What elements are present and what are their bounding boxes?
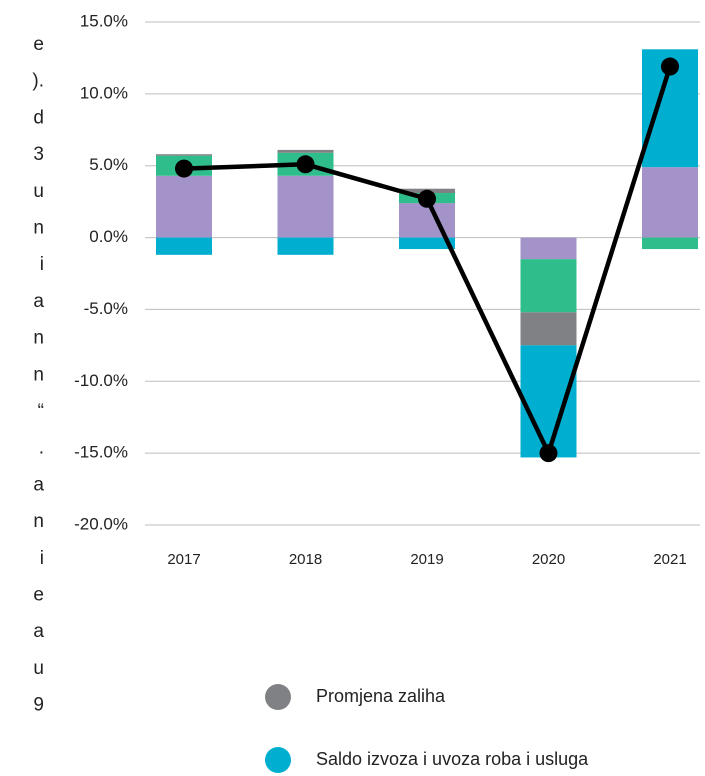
side-text: u [33, 658, 44, 679]
legend-swatch [265, 747, 291, 773]
legend-swatch [265, 684, 291, 710]
bar-segment [399, 203, 455, 238]
x-tick-label: 2018 [289, 551, 322, 568]
x-tick-label: 2019 [410, 551, 443, 568]
side-text: a [33, 474, 44, 495]
bar-segment [520, 259, 577, 313]
y-tick-label: 15.0% [80, 11, 128, 30]
side-text: ). [32, 71, 44, 92]
y-tick-label: -15.0% [74, 443, 128, 462]
side-text: i [40, 548, 44, 569]
x-tick-label: 2020 [532, 551, 565, 568]
side-text: 3 [33, 144, 44, 165]
side-text: d [33, 107, 44, 128]
side-text: . [39, 438, 44, 459]
side-text: n [33, 364, 44, 385]
line [183, 65, 673, 456]
side-text: e [33, 34, 44, 55]
bar-segment [156, 154, 212, 156]
bar-segment [642, 167, 698, 238]
bar-segment [277, 237, 334, 255]
x-tick-label: 2021 [653, 551, 686, 568]
y-tick-label: 0.0% [89, 227, 128, 246]
bar-segment [277, 175, 334, 238]
y-tick-label: -10.0% [74, 371, 128, 390]
line-marker [175, 159, 193, 178]
legend-label: Promjena zaliha [316, 686, 446, 706]
line-marker [418, 189, 436, 208]
side-text: a [33, 621, 44, 642]
line-marker [661, 57, 679, 76]
bar-segment [520, 237, 577, 260]
side-text: 9 [33, 695, 44, 716]
side-text: n [33, 511, 44, 532]
y-tick-label: 10.0% [80, 83, 128, 102]
side-text: n [33, 218, 44, 239]
bar-segment [520, 345, 577, 458]
side-text: a [33, 291, 44, 312]
line-marker [539, 444, 558, 463]
y-tick-label: -5.0% [84, 299, 128, 318]
bar-segment [399, 237, 455, 250]
legend-label: Saldo izvoza i uvoza roba i usluga [316, 749, 589, 769]
side-text: i [40, 254, 44, 275]
line-marker [296, 155, 315, 174]
side-text: u [33, 181, 44, 202]
side-text: e [33, 585, 44, 606]
bar-segment [642, 237, 698, 250]
bar-segment [156, 237, 212, 255]
bar-segment [277, 149, 334, 153]
side-text: “ [38, 401, 44, 422]
y-tick-label: 5.0% [89, 155, 128, 174]
bar-segment [156, 175, 212, 238]
bar-segment [520, 312, 577, 346]
x-tick-label: 2017 [167, 551, 200, 568]
side-text: n [33, 328, 44, 349]
y-tick-label: -20.0% [74, 514, 128, 533]
